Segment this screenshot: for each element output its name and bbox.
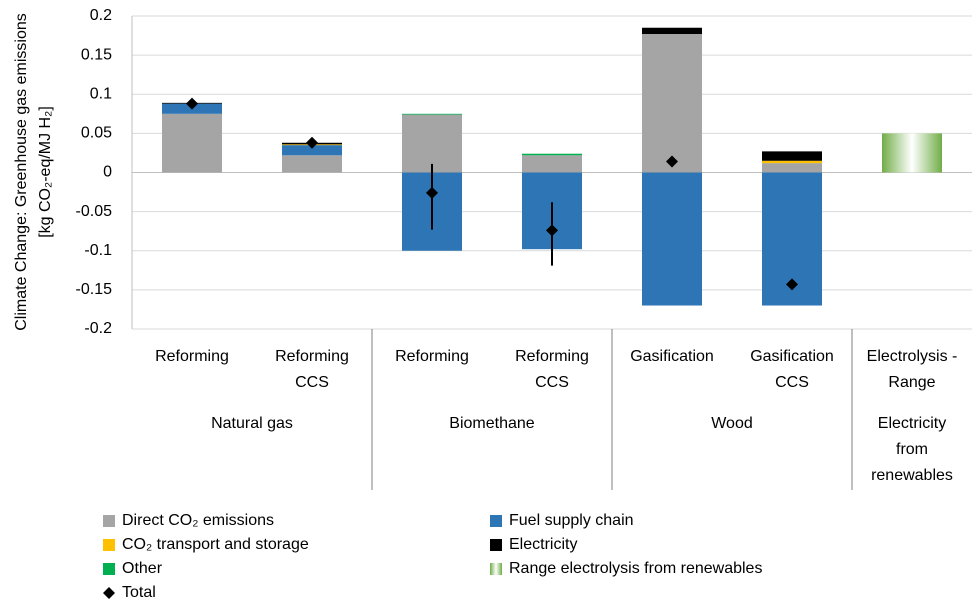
- y-tick-label: -0.05: [76, 203, 113, 220]
- x-tick-label: Reforming CCS: [515, 348, 589, 391]
- total-marker: [786, 278, 798, 291]
- bar-segment: [402, 114, 462, 173]
- legend-swatch: [490, 515, 502, 527]
- bar-segment: [282, 145, 342, 156]
- legend-label: Other: [122, 560, 163, 577]
- x-tick-label: Electrolysis - Range: [866, 348, 958, 391]
- bar-segment: [882, 133, 942, 173]
- x-group-label: Natural gas: [211, 415, 293, 432]
- legend-swatch: [103, 563, 115, 575]
- x-tick-label: Reforming CCS: [275, 348, 349, 391]
- legend-swatch: [490, 539, 502, 551]
- total-marker: [306, 136, 318, 149]
- bar-segment: [762, 163, 822, 173]
- y-tick-label: 0: [103, 164, 112, 181]
- y-axis-label: [kg CO₂-eq/MJ H₂]: [37, 106, 54, 238]
- x-tick-label: Gasification: [630, 348, 714, 365]
- y-axis-label: Climate Change: Greenhouse gas emissions: [13, 13, 30, 331]
- legend-label: Electricity: [509, 536, 577, 553]
- total-marker: [186, 97, 198, 110]
- y-tick-label: -0.15: [76, 281, 113, 298]
- legend-swatch: [103, 539, 115, 551]
- x-tick-label: Reforming: [395, 348, 469, 365]
- bar-segment: [282, 155, 342, 173]
- x-tick-label: Gasification CCS: [750, 348, 834, 391]
- x-tick-label: Reforming: [155, 348, 229, 365]
- y-tick-label: -0.2: [84, 320, 112, 337]
- x-group-label: Wood: [711, 415, 753, 432]
- y-tick-label: 0.15: [81, 46, 112, 63]
- legend-label: Total: [122, 584, 156, 601]
- y-tick-label: 0.1: [90, 85, 112, 102]
- x-group-label: Electricity from renewables: [871, 415, 953, 484]
- total-marker: [666, 155, 678, 168]
- x-group-label: Biomethane: [449, 415, 535, 432]
- y-tick-label: 0.2: [90, 7, 112, 24]
- y-tick-label: -0.1: [84, 242, 112, 259]
- bar-segment: [762, 151, 822, 161]
- y-tick-label: 0.05: [81, 125, 112, 142]
- legend-label: Fuel supply chain: [509, 512, 634, 529]
- legend-label: CO₂ transport and storage: [122, 536, 309, 553]
- bar-segment: [642, 33, 702, 173]
- bar-segment: [642, 172, 702, 306]
- total-marker: [546, 224, 558, 237]
- legend-marker: [103, 587, 115, 599]
- bar-segment: [402, 113, 462, 115]
- total-marker: [426, 186, 438, 199]
- legend-label: Direct CO₂ emissions: [122, 512, 274, 529]
- bar-segment: [642, 27, 702, 34]
- bar-segment: [522, 155, 582, 173]
- legend-label: Range electrolysis from renewables: [509, 560, 762, 577]
- bar-segment: [762, 160, 822, 164]
- bar-segment: [162, 113, 222, 173]
- legend-swatch: [103, 515, 115, 527]
- legend-swatch: [490, 563, 502, 575]
- bar-segment: [522, 153, 582, 156]
